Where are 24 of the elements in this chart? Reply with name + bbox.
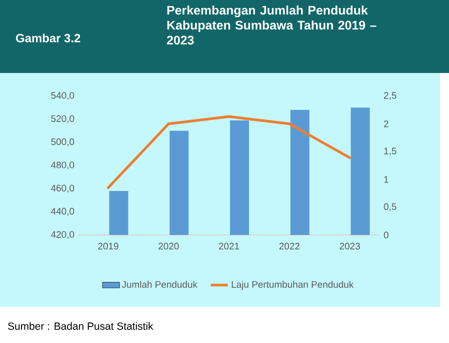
y2-tick-label: 0	[384, 232, 388, 238]
x-tick-label: 2022	[279, 242, 300, 250]
text: Sumber : Badan Pusat Statistik	[8, 322, 154, 330]
y2-tick-label: 2,5	[384, 92, 396, 100]
x-tick-label: 2021	[218, 242, 240, 250]
legend-label: Jumlah Penduduk	[122, 280, 198, 288]
y-tick-label: 520,0	[51, 115, 74, 124]
y2-tick-label: 1,5	[384, 148, 396, 156]
y2-tick-label: 1	[384, 176, 388, 183]
y-tick-label: 480,0	[51, 162, 74, 170]
y-tick-label: 460,0	[51, 184, 74, 193]
legend-label: Laju Pertumbuhan Penduduk	[232, 280, 354, 290]
y-tick-label: 440,0	[51, 208, 74, 216]
x-tick-label: 2020	[158, 242, 179, 250]
y-tick-label: 540,0	[51, 92, 74, 100]
line-series	[106, 115, 352, 190]
y2-tick-label: 2	[384, 120, 388, 128]
y-tick-label: 500,0	[51, 138, 74, 146]
x-tick-label: 2023	[340, 242, 360, 250]
text: Gambar 3.2	[16, 34, 80, 42]
y-tick-label: 420,0	[51, 231, 74, 239]
y2-tick-label: 0,5	[384, 203, 396, 212]
chart-title: Perkembangan Jumlah Penduduk Kabupaten Sumbawa Tahun 2019 – 2023	[166, 6, 376, 45]
x-tick-label: 2019	[98, 242, 118, 250]
